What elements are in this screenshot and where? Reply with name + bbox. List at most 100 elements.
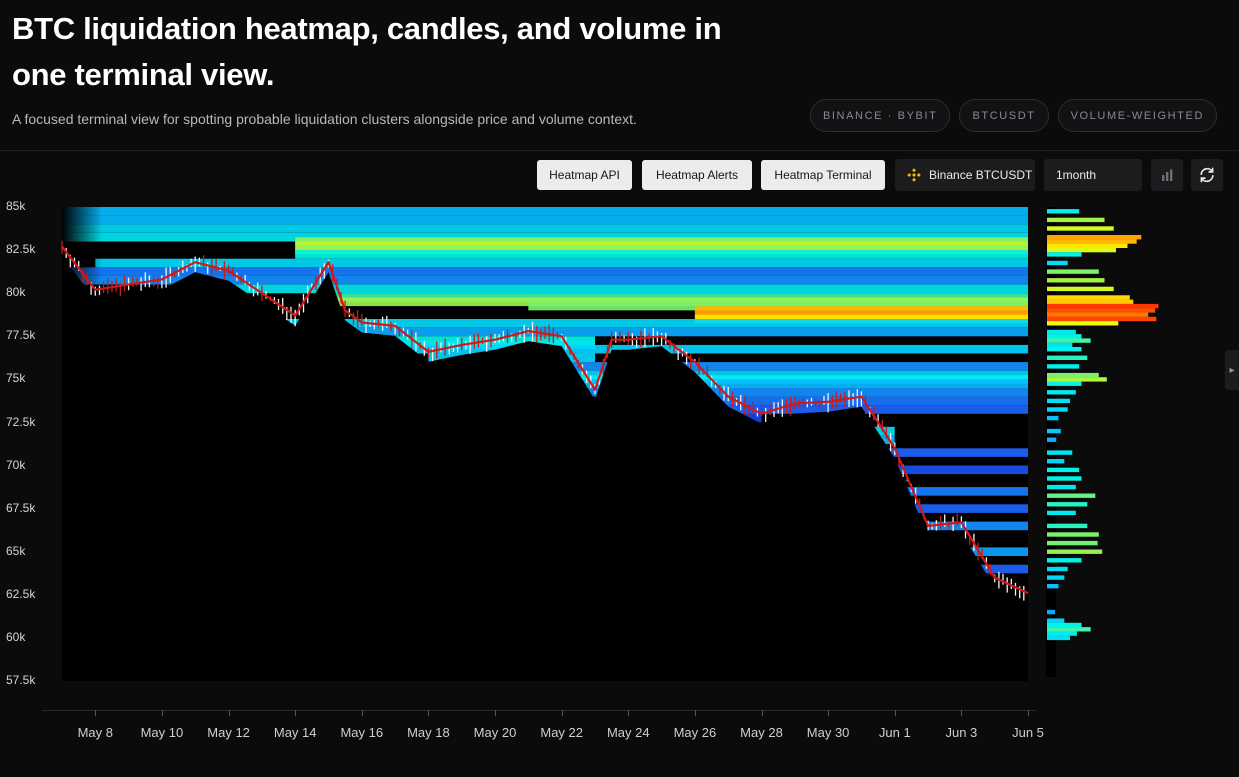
volume-profile-bar bbox=[1047, 372, 1099, 378]
heatmap-canvas bbox=[61, 207, 1159, 681]
badge-exchanges: BINANCE · BYBIT bbox=[809, 99, 951, 132]
volume-profile-bar bbox=[1047, 540, 1098, 546]
volume-profile-bar bbox=[1047, 243, 1128, 248]
x-tick-label: May 24 bbox=[606, 725, 650, 740]
volume-profile-bar bbox=[1047, 618, 1065, 623]
volume-profile-bar bbox=[1047, 523, 1088, 529]
y-tick-label: 60k bbox=[6, 629, 26, 644]
heat-band bbox=[528, 301, 1028, 311]
volume-profile-bar bbox=[1047, 299, 1134, 304]
volume-profile-bar bbox=[1047, 260, 1068, 266]
volume-profile-bar bbox=[1047, 549, 1103, 554]
volume-profile-bar bbox=[1047, 217, 1105, 223]
y-tick-label: 80k bbox=[6, 285, 26, 300]
x-tick-label: May 14 bbox=[273, 725, 317, 740]
volume-profile-bar bbox=[1047, 450, 1073, 455]
heat-band bbox=[794, 448, 1028, 457]
y-tick-label: 70k bbox=[6, 457, 26, 472]
volume-profile-bar bbox=[1047, 558, 1082, 563]
x-tick-mark bbox=[561, 710, 563, 716]
volume-profile-bar bbox=[1047, 428, 1061, 434]
x-tick-label: Jun 5 bbox=[1012, 725, 1044, 740]
x-tick-label: May 12 bbox=[207, 725, 250, 740]
below-price-mask bbox=[62, 256, 1028, 681]
volume-profile-bar bbox=[1047, 226, 1114, 231]
volume-profile-bar bbox=[1047, 493, 1096, 498]
x-tick-mark bbox=[228, 710, 230, 716]
volume-profile-bar bbox=[1047, 627, 1091, 632]
heat-band bbox=[62, 267, 1028, 276]
volume-profile-bar bbox=[1047, 278, 1105, 283]
x-tick-mark bbox=[761, 710, 763, 716]
y-tick-label: 57.5k bbox=[6, 673, 36, 687]
heat-band bbox=[295, 250, 1028, 259]
timeframe-select[interactable]: 1month bbox=[1044, 159, 1142, 191]
refresh-button[interactable] bbox=[1191, 159, 1223, 191]
page-subtitle: A focused terminal view for spotting pro… bbox=[12, 111, 637, 127]
badge-weighting: VOLUME-WEIGHTED bbox=[1057, 99, 1217, 132]
volume-profile-bar bbox=[1047, 467, 1080, 473]
volume-profile-bar bbox=[1047, 631, 1077, 636]
heatmap-api-button[interactable]: Heatmap API bbox=[537, 160, 632, 190]
liquidation-heatmap-chart[interactable]: 85k 82.5k 80k 77.5k 75k 72.5k 70k 67.5k 65k 62.5k… bbox=[0, 196, 1239, 777]
volume-profile-bar bbox=[1047, 415, 1059, 421]
volume-profile-bar bbox=[1047, 312, 1149, 317]
x-tick-label: Jun 1 bbox=[878, 725, 911, 740]
heat-band bbox=[561, 388, 1028, 397]
heat-band bbox=[328, 297, 1028, 307]
x-tick-label: May 30 bbox=[806, 725, 850, 740]
volume-profile-bar bbox=[1047, 247, 1116, 253]
y-tick-label: 72.5k bbox=[6, 414, 36, 429]
timeframe-value: 1month bbox=[1056, 168, 1097, 182]
volume-profile-bar bbox=[1047, 342, 1073, 348]
binance-logo-icon bbox=[907, 168, 921, 182]
heat-band bbox=[928, 521, 1028, 531]
volume-profile-bar bbox=[1047, 459, 1065, 464]
y-tick-label: 62.5k bbox=[6, 586, 36, 601]
chevron-right-icon: ▸ bbox=[1229, 364, 1235, 376]
y-tick-label: 67.5k bbox=[6, 500, 36, 515]
volume-profile-background bbox=[1046, 207, 1056, 677]
heat-band bbox=[361, 344, 1028, 354]
heat-band bbox=[62, 232, 1028, 242]
heat-band bbox=[961, 564, 1028, 574]
volume-profile-bar bbox=[1047, 476, 1082, 481]
x-tick-mark bbox=[894, 710, 896, 716]
exchange-pair-label: Binance BTCUSDT bbox=[929, 168, 1033, 182]
x-tick-mark bbox=[95, 710, 97, 716]
exchange-pair-selector[interactable]: Binance BTCUSDT bbox=[895, 159, 1035, 191]
heat-band bbox=[861, 465, 1028, 475]
volume-profile-bar bbox=[1047, 510, 1076, 516]
volume-profile-bar bbox=[1047, 235, 1142, 240]
volume-profile-bar bbox=[1047, 566, 1068, 572]
heat-band bbox=[495, 379, 1028, 388]
x-tick-mark bbox=[628, 710, 630, 716]
x-tick-mark bbox=[828, 710, 830, 716]
volume-profile-bar bbox=[1047, 609, 1056, 615]
x-tick-label: May 16 bbox=[340, 725, 384, 740]
volume-profile-bar bbox=[1047, 484, 1076, 490]
x-tick-label: May 22 bbox=[540, 725, 584, 740]
x-tick-label: May 8 bbox=[77, 725, 113, 740]
volume-profile-bar bbox=[1047, 338, 1091, 343]
x-tick-label: May 10 bbox=[140, 725, 184, 740]
volume-profile-bar bbox=[1047, 252, 1082, 257]
volume-profile-bar bbox=[1047, 239, 1137, 244]
x-tick-label: Jun 3 bbox=[945, 725, 978, 740]
volume-profile-bar bbox=[1047, 407, 1068, 412]
x-axis-line bbox=[42, 710, 1036, 711]
x-tick-mark bbox=[361, 710, 363, 716]
volume-profile-bar bbox=[1047, 502, 1088, 507]
volume-profile-bar bbox=[1047, 532, 1099, 537]
y-tick-label: 85k bbox=[6, 199, 26, 213]
volume-profile-bar bbox=[1047, 286, 1114, 292]
volume-profile-bar bbox=[1047, 308, 1156, 313]
hero-header: BTC liquidation heatmap, candles, and vo… bbox=[0, 0, 1239, 150]
heatmap-terminal-button[interactable]: Heatmap Terminal bbox=[761, 160, 885, 190]
volume-profile-bar bbox=[1047, 575, 1065, 580]
chart-type-toggle-button[interactable] bbox=[1151, 159, 1183, 191]
heat-band bbox=[62, 215, 1028, 225]
heatmap-alerts-button[interactable]: Heatmap Alerts bbox=[642, 160, 752, 190]
heat-band bbox=[95, 258, 1029, 268]
side-panel-toggle[interactable]: ▸ bbox=[1225, 350, 1239, 390]
